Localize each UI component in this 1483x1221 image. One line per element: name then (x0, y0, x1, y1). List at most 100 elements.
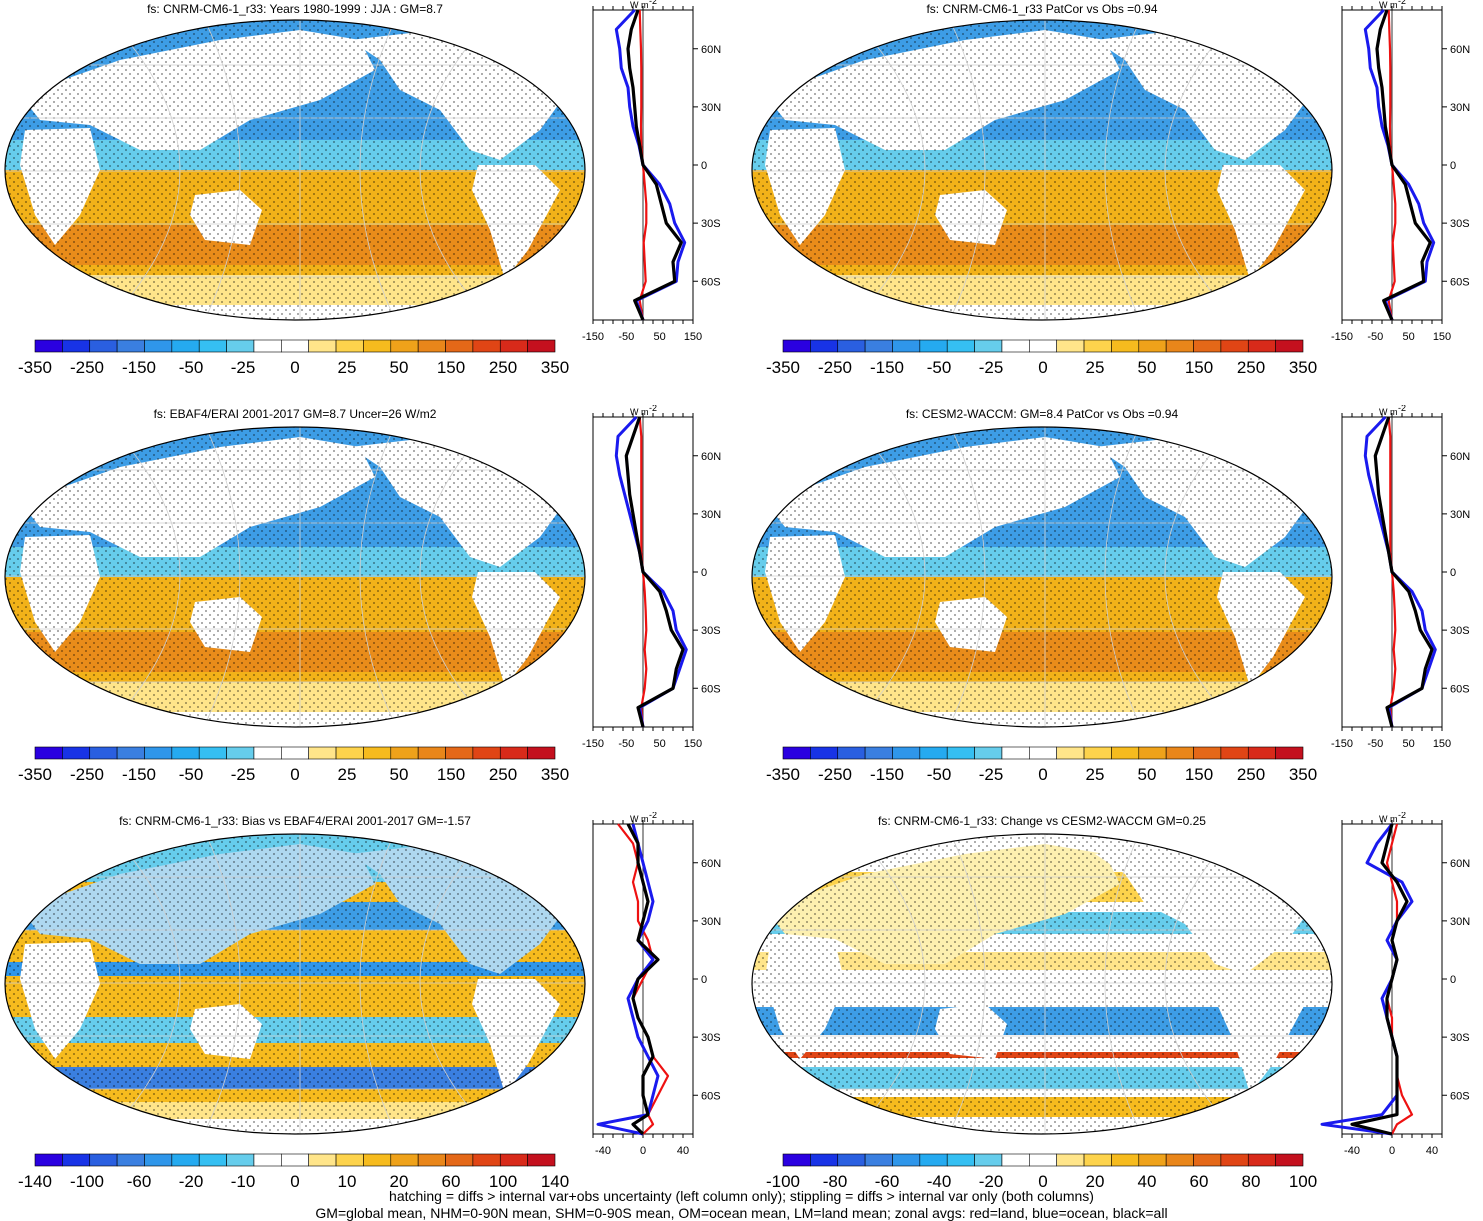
x-tick-label: 50 (654, 738, 666, 750)
panel-title: fs: CNRM-CM6-1_r33: Change vs CESM2-WACC… (878, 814, 1206, 828)
x-tick-label: 150 (1433, 738, 1451, 750)
lat-tick-label: 0 (1450, 974, 1456, 986)
colorbar-swatch (1220, 1153, 1249, 1167)
figure-panel-5: fs: CNRM-CM6-1_r33: Bias vs EBAF4/ERAI 2… (4, 812, 721, 1187)
x-tick-label: -150 (582, 738, 604, 750)
map-border (4, 426, 586, 728)
colorbar-label: -40 (927, 1172, 952, 1187)
colorbar-label: 25 (338, 765, 357, 784)
colorbar-swatch (1083, 746, 1112, 760)
colorbar-swatch (144, 339, 173, 353)
map-border (751, 833, 1333, 1135)
world-map (5, 427, 585, 727)
colorbar-swatch (1275, 746, 1304, 760)
colorbar-swatch (281, 339, 309, 353)
colorbar-swatch (417, 1153, 446, 1167)
colorbar-label: 0 (290, 765, 299, 784)
meridian-line (99, 20, 181, 320)
colorbar-swatch (1083, 1153, 1112, 1167)
colorbar-swatch (974, 1153, 1003, 1167)
colorbar-label: 140 (541, 1172, 569, 1187)
meridian-line (844, 834, 926, 1134)
colorbar-swatch (919, 746, 948, 760)
x-tick-label: -150 (1331, 738, 1353, 750)
colorbar-label: -60 (875, 1172, 900, 1187)
colorbar-swatch (919, 1153, 948, 1167)
meridian-line (1164, 20, 1246, 320)
zonal-mean-plot: W m -2 60N 30N 0 30S 60S -40 0 40 (1320, 812, 1470, 1157)
meridian-line (1104, 427, 1146, 727)
zonal-unit-label: W m (1379, 814, 1398, 824)
zonal-land-line (617, 823, 670, 1135)
stipple-overlay (5, 20, 585, 320)
colorbar-swatch (89, 1153, 118, 1167)
zonal-all-line (1350, 823, 1409, 1136)
colorbar-swatch (499, 1153, 528, 1167)
colorbar-swatch (782, 339, 811, 353)
lat-tick-label: 0 (1450, 160, 1456, 172)
colorbar-swatch (782, 1153, 811, 1167)
colorbar-swatch (363, 1153, 392, 1167)
colorbar-label: -25 (979, 765, 1004, 784)
colorbar-swatch (308, 1153, 337, 1167)
lat-tick-label: 30N (1450, 509, 1470, 521)
colorbar-label: -350 (18, 765, 52, 784)
meridian-line (944, 20, 986, 320)
colorbar-label: -20 (179, 1172, 204, 1187)
colorbar-label: -100 (70, 1172, 104, 1187)
colorbar-swatch (810, 746, 839, 760)
colorbar-swatch (1275, 1153, 1304, 1167)
colorbar-swatch (1001, 339, 1030, 353)
meridian-line (99, 834, 181, 1134)
colorbar-label: -25 (231, 765, 256, 784)
colorbar-swatch (1165, 746, 1194, 760)
graticule (5, 834, 585, 1134)
colorbar-label: -140 (18, 1172, 52, 1187)
lat-tick-label: 60N (701, 451, 721, 463)
colorbar-swatch (390, 339, 419, 353)
x-tick-label: 150 (1433, 331, 1451, 343)
colorbar: -350 -250 -150 -50 -25 0 25 50 150 250 350 (766, 746, 1317, 784)
colorbar: -100 -80 -60 -40 -20 0 20 40 60 80 100 (766, 1153, 1317, 1187)
colorbar-swatch (892, 339, 921, 353)
colorbar-swatch (445, 339, 474, 353)
zonal-mean-plot: W m -2 60N 30N 0 30S 60S -150 -50 50 150 (1331, 405, 1470, 750)
colorbar-swatch (89, 339, 118, 353)
colorbar-swatch (445, 1153, 474, 1167)
colorbar-label: 350 (1289, 358, 1317, 377)
colorbar-swatch (62, 339, 91, 353)
colorbar-swatch (1083, 339, 1112, 353)
x-tick-label: -150 (1331, 331, 1353, 343)
meridian-line (844, 427, 926, 727)
meridian-line (1104, 20, 1146, 320)
colorbar-label: -100 (766, 1172, 800, 1187)
colorbar-swatch (1247, 1153, 1276, 1167)
x-tick-label: 150 (684, 331, 702, 343)
panel-title: fs: CNRM-CM6-1_r33: Bias vs EBAF4/ERAI 2… (119, 814, 471, 828)
colorbar-label: 350 (1289, 765, 1317, 784)
colorbar-label: -50 (927, 358, 952, 377)
map-border (751, 19, 1333, 321)
colorbar-label: -350 (18, 358, 52, 377)
colorbar-swatch (864, 1153, 893, 1167)
zonal-mean-plot: W m -2 60N 30N 0 30S 60S -150 -50 50 150 (1331, 0, 1470, 343)
colorbar-label: -250 (818, 358, 852, 377)
colorbar-label: -50 (179, 358, 204, 377)
colorbar-label: 250 (489, 358, 517, 377)
graticule (752, 20, 1332, 320)
colorbar-swatch (864, 339, 893, 353)
lat-tick-label: 0 (1450, 567, 1456, 579)
colorbar-label: -150 (122, 765, 156, 784)
colorbar-swatch (837, 1153, 866, 1167)
colorbar-swatch (144, 746, 173, 760)
figure-panel-6: fs: CNRM-CM6-1_r33: Change vs CESM2-WACC… (751, 812, 1470, 1187)
colorbar-label: -50 (179, 765, 204, 784)
zonal-ocean-line (596, 823, 660, 1136)
map-border (751, 426, 1333, 728)
colorbar-swatch (253, 339, 282, 353)
lat-tick-label: 60N (1450, 44, 1470, 56)
graticule (752, 834, 1332, 1134)
colorbar-swatch (62, 1153, 91, 1167)
colorbar-swatch (34, 746, 63, 760)
figure-panel-2: fs: CNRM-CM6-1_r33 PatCor vs Obs =0.94 W… (751, 0, 1470, 377)
